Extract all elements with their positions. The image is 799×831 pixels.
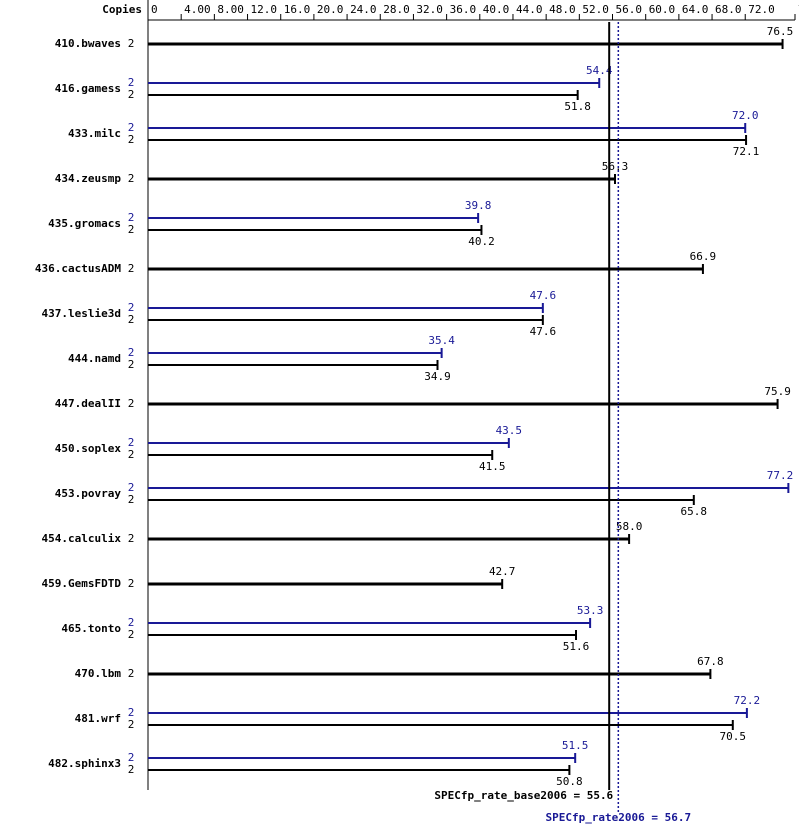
copies-label: 2 [128, 211, 135, 224]
value-label: 66.9 [690, 250, 717, 263]
copies-label: 2 [128, 121, 135, 134]
value-label: 51.5 [562, 739, 589, 752]
value-label: 75.9 [764, 385, 791, 398]
copies-label: 2 [128, 76, 135, 89]
benchmark-label: 433.milc [68, 127, 121, 140]
copies-label: 2 [128, 172, 135, 185]
value-label: 47.6 [530, 289, 557, 302]
value-label: 70.5 [720, 730, 747, 743]
copies-label: 2 [128, 358, 135, 371]
value-label: 67.8 [697, 655, 724, 668]
value-label: 65.8 [681, 505, 708, 518]
value-label: 35.4 [428, 334, 455, 347]
x-tick-label: 40.0 [483, 3, 510, 16]
copies-label: 2 [128, 493, 135, 506]
benchmark-label: 453.povray [55, 487, 122, 500]
copies-label: 2 [128, 262, 135, 275]
copies-label: 2 [128, 313, 135, 326]
benchmark-label: 470.lbm [75, 667, 122, 680]
copies-label: 2 [128, 436, 135, 449]
value-label: 42.7 [489, 565, 516, 578]
benchmark-label: 454.calculix [42, 532, 122, 545]
benchmark-label: 435.gromacs [48, 217, 121, 230]
x-tick-label: 24.0 [350, 3, 377, 16]
value-label: 34.9 [424, 370, 451, 383]
x-tick-label: 44.0 [516, 3, 543, 16]
copies-label: 2 [128, 397, 135, 410]
x-tick-label: 12.0 [251, 3, 277, 16]
x-tick-label: 68.0 [715, 3, 742, 16]
benchmark-label: 482.sphinx3 [48, 757, 121, 770]
x-tick-label: 28.0 [383, 3, 410, 16]
copies-label: 2 [128, 448, 135, 461]
copies-label: 2 [128, 667, 135, 680]
x-tick-label: 32.0 [416, 3, 443, 16]
benchmark-label: 434.zeusmp [55, 172, 122, 185]
value-label: 41.5 [479, 460, 506, 473]
copies-label: 2 [128, 37, 135, 50]
x-tick-label: 64.0 [682, 3, 709, 16]
value-label: 77.2 [767, 469, 794, 482]
benchmark-label: 450.soplex [55, 442, 122, 455]
x-tick-label: 0 [151, 3, 158, 16]
reference-label: SPECfp_rate_base2006 = 55.6 [434, 789, 613, 802]
x-tick-label: 4.00 [184, 3, 211, 16]
copies-label: 2 [128, 301, 135, 314]
value-label: 47.6 [530, 325, 557, 338]
benchmark-label: 459.GemsFDTD [42, 577, 122, 590]
x-tick-label: 36.0 [450, 3, 477, 16]
benchmark-label: 437.leslie3d [42, 307, 121, 320]
copies-label: 2 [128, 133, 135, 146]
benchmark-label: 481.wrf [75, 712, 121, 725]
x-tick-label: 52.0 [582, 3, 609, 16]
x-tick-label: 16.0 [284, 3, 311, 16]
value-label: 50.8 [556, 775, 583, 788]
copies-label: 2 [128, 346, 135, 359]
x-tick-label: 56.0 [616, 3, 643, 16]
value-label: 40.2 [468, 235, 495, 248]
copies-label: 2 [128, 763, 135, 776]
x-tick-label: 20.0 [317, 3, 344, 16]
benchmark-label: 465.tonto [61, 622, 121, 635]
copies-label: 2 [128, 532, 135, 545]
benchmark-label: 410.bwaves [55, 37, 121, 50]
value-label: 39.8 [465, 199, 492, 212]
value-label: 72.0 [732, 109, 759, 122]
value-label: 72.1 [733, 145, 760, 158]
value-label: 76.5 [767, 25, 794, 38]
copies-label: 2 [128, 223, 135, 236]
value-label: 43.5 [496, 424, 523, 437]
copies-label: 2 [128, 751, 135, 764]
copies-label: 2 [128, 628, 135, 641]
copies-label: 2 [128, 718, 135, 731]
copies-label: 2 [128, 616, 135, 629]
copies-label: 2 [128, 706, 135, 719]
value-label: 72.2 [734, 694, 761, 707]
copies-header: Copies [102, 3, 142, 16]
value-label: 58.0 [616, 520, 643, 533]
copies-label: 2 [128, 481, 135, 494]
x-tick-label: 72.0 [748, 3, 775, 16]
x-tick-label: 48.0 [549, 3, 576, 16]
benchmark-label: 447.dealII [55, 397, 121, 410]
benchmark-label: 416.gamess [55, 82, 121, 95]
value-label: 56.3 [602, 160, 629, 173]
benchmark-label: 436.cactusADM [35, 262, 121, 275]
x-tick-label: 60.0 [649, 3, 676, 16]
benchmark-label: 444.namd [68, 352, 121, 365]
value-label: 54.4 [586, 64, 613, 77]
value-label: 51.8 [564, 100, 591, 113]
reference-label: SPECfp_rate2006 = 56.7 [545, 811, 691, 824]
copies-label: 2 [128, 577, 135, 590]
value-label: 51.6 [563, 640, 590, 653]
value-label: 53.3 [577, 604, 604, 617]
x-tick-label: 8.00 [217, 3, 244, 16]
copies-label: 2 [128, 88, 135, 101]
